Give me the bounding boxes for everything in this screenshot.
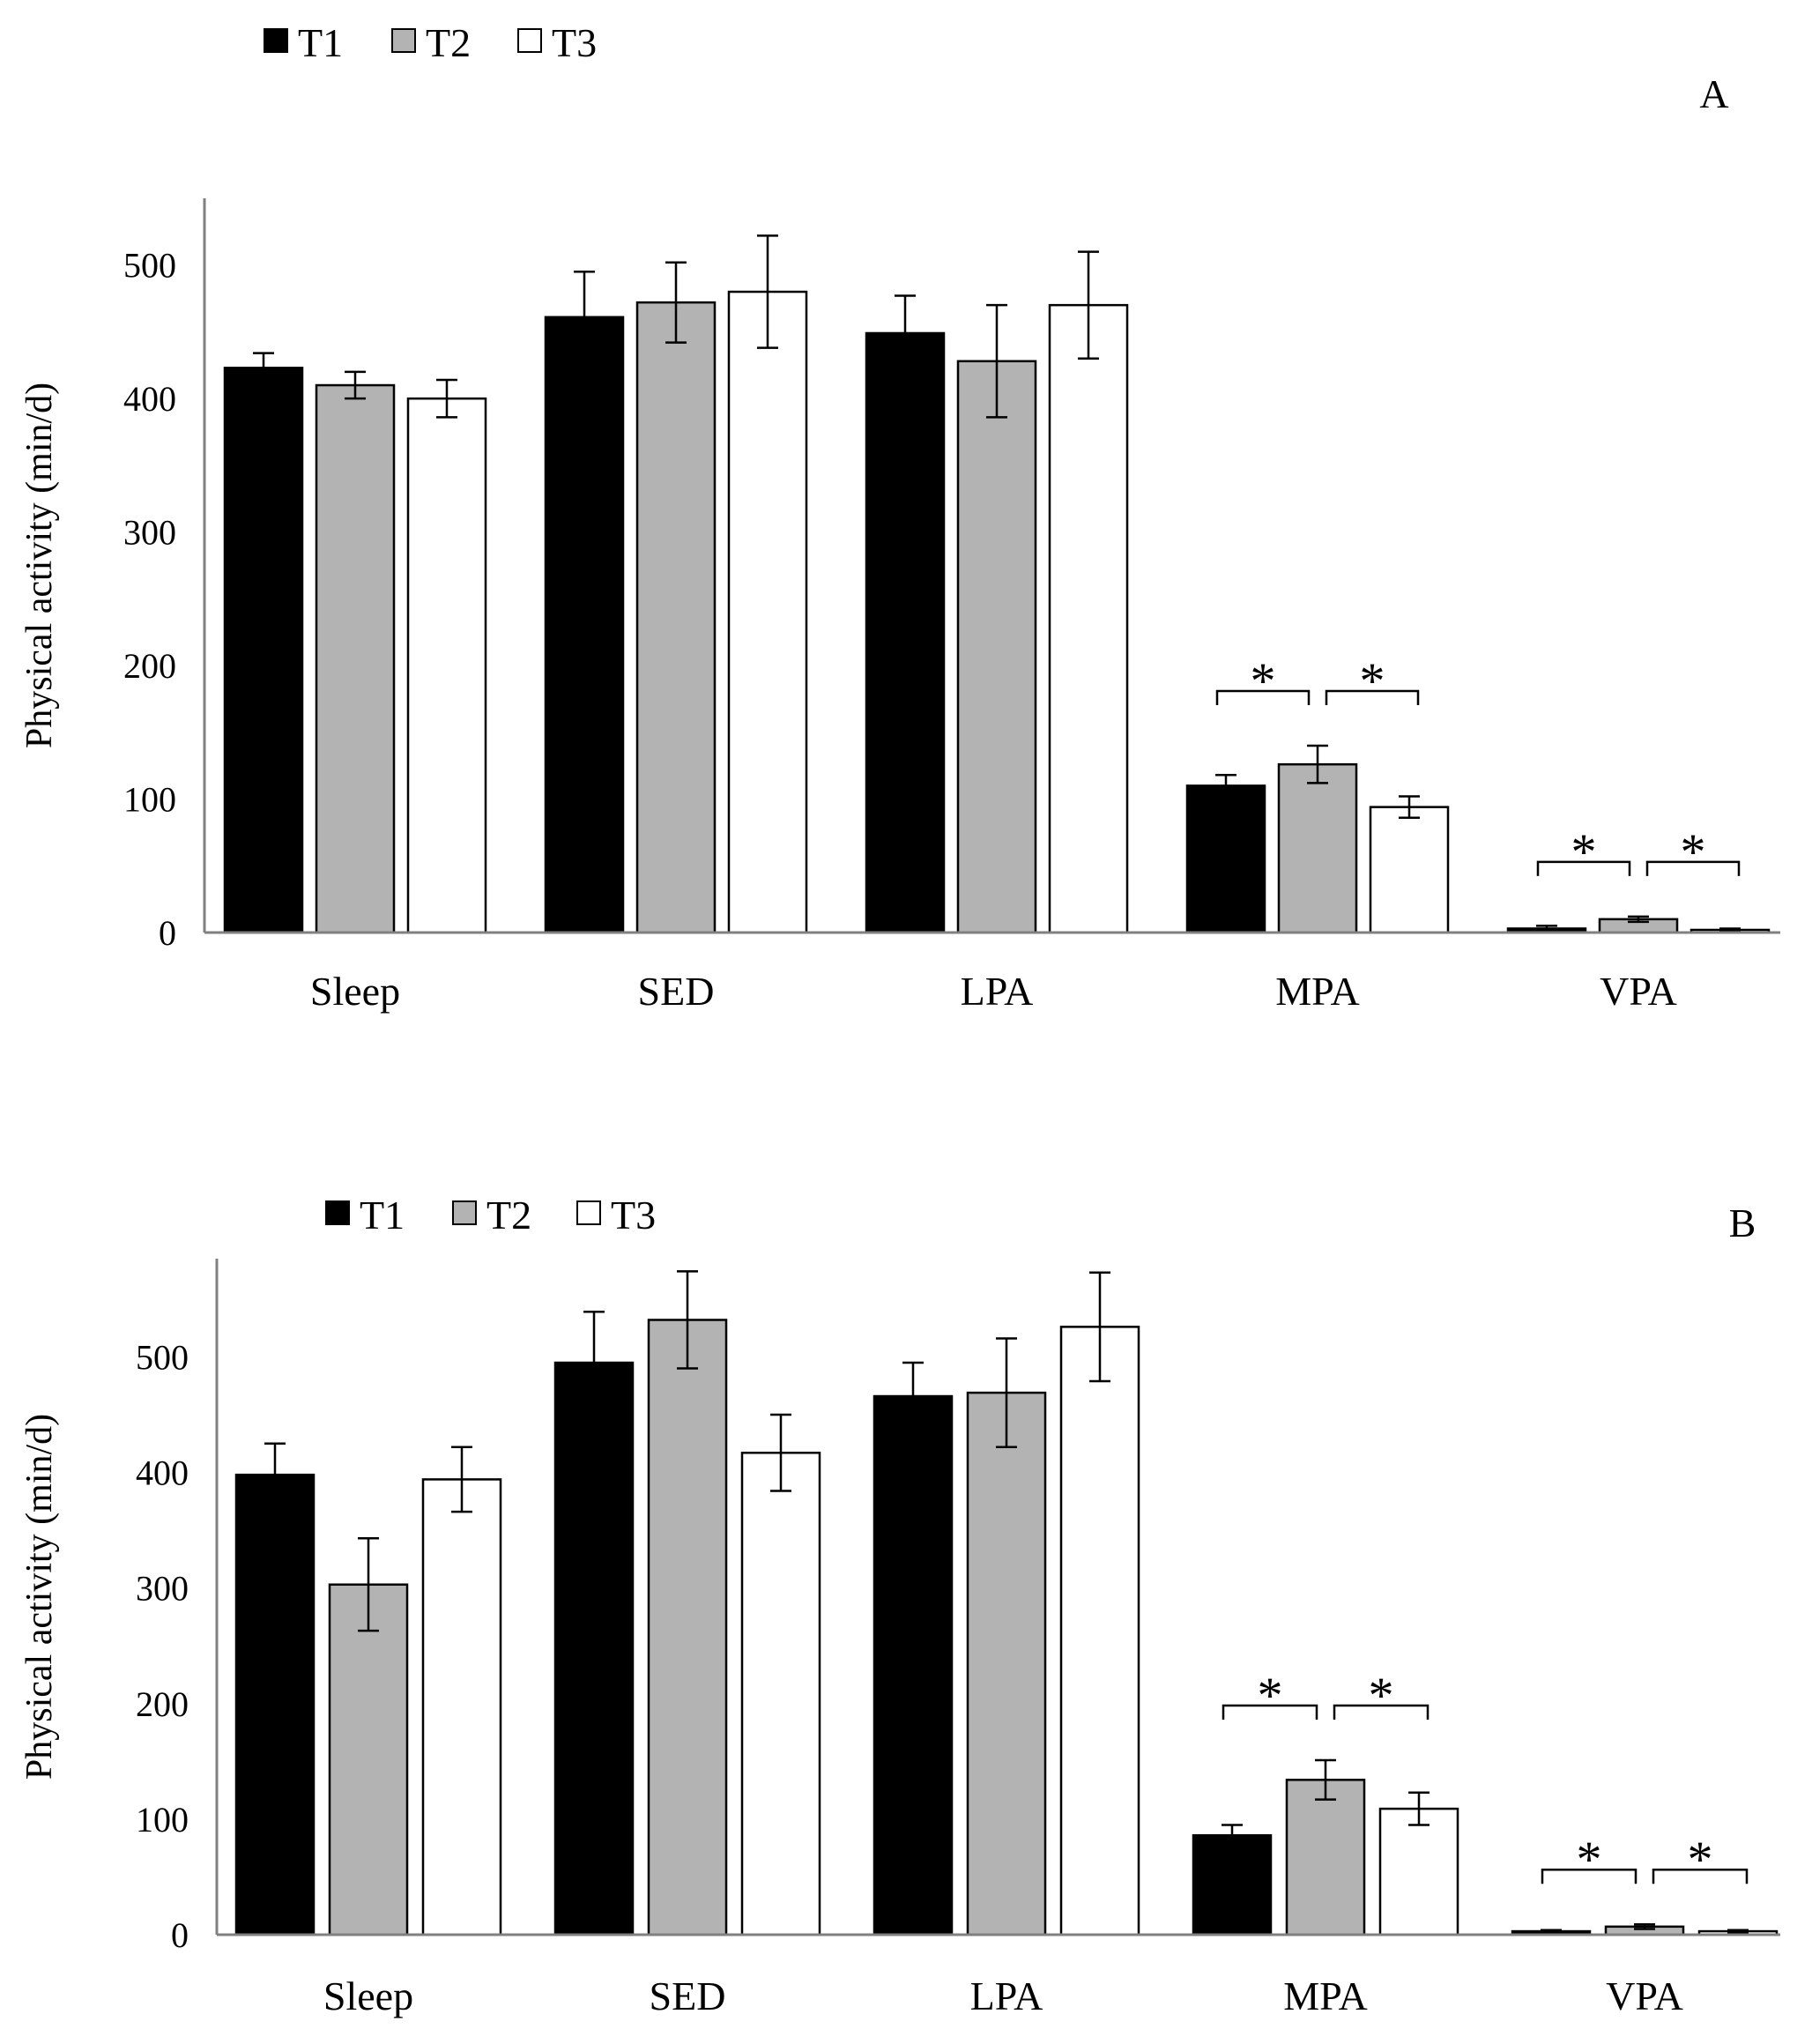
y-tick-label: 500 (123, 246, 176, 286)
significance-star: * (1577, 1831, 1602, 1888)
y-tick-label: 300 (123, 513, 176, 553)
bracket-line (1645, 860, 1741, 876)
bar-lpa-t1 (873, 1394, 954, 1936)
significance-bracket: * (1652, 1831, 1749, 1888)
legend-swatch-t2 (391, 28, 416, 53)
significance-star: * (1688, 1831, 1713, 1888)
significance-bracket: * (1541, 1831, 1637, 1888)
bracket-line (1222, 1704, 1318, 1721)
y-tick-label: 300 (136, 1569, 189, 1609)
significance-star: * (1251, 652, 1276, 710)
x-tick-label: VPA (1606, 1973, 1683, 2018)
bar-mpa-t1 (1185, 784, 1266, 934)
y-tick-label: 400 (136, 1453, 189, 1493)
x-tick-label: LPA (961, 969, 1034, 1014)
bar-sed-t1 (544, 316, 625, 934)
legend-swatch-t1 (264, 28, 288, 53)
significance-star: * (1681, 823, 1706, 881)
significance-bracket: * (1645, 823, 1741, 881)
panel-letter: B (1729, 1200, 1756, 1245)
legend-swatch-t1 (325, 1200, 350, 1225)
bar-sleep-t1 (234, 1473, 316, 1936)
x-tick-label: LPA (970, 1973, 1043, 2018)
x-tick-label: Sleep (310, 969, 400, 1014)
significance-bracket: * (1536, 823, 1631, 881)
legend-label-t2: T2 (486, 1193, 531, 1238)
bracket-line (1536, 860, 1631, 876)
bar-lpa-t3 (1048, 303, 1129, 934)
x-tick-label: VPA (1600, 969, 1677, 1014)
bar-sed-t3 (727, 290, 808, 934)
bar-sleep-t1 (223, 367, 304, 934)
bar-sleep-t2 (315, 383, 396, 934)
significance-bracket: * (1222, 1667, 1318, 1724)
bracket-line (1333, 1704, 1430, 1721)
legend-label-t1: T1 (360, 1193, 405, 1238)
legend-swatch-t2 (452, 1200, 477, 1225)
bar-sed-t3 (740, 1452, 821, 1936)
panel-letter: A (1699, 71, 1728, 116)
bar-lpa-t3 (1059, 1326, 1140, 1936)
bar-mpa-t3 (1369, 806, 1450, 934)
x-tick-label: SED (638, 969, 715, 1014)
bar-lpa-t2 (956, 360, 1037, 934)
legend-label-t3: T3 (611, 1193, 656, 1238)
bracket-line (1541, 1868, 1637, 1884)
legend-label-t2: T2 (426, 20, 471, 65)
panel-a: T1 T2 T3 A Physical activity (min/d) 0 100 200 3… (19, 20, 1780, 1014)
y-axis-label: Physical activity (min/d) (19, 383, 60, 748)
y-tick-label: 400 (123, 379, 176, 419)
legend-label-t3: T3 (552, 20, 597, 65)
bar-sed-t2 (647, 1319, 728, 1936)
bracket-line (1652, 1868, 1749, 1884)
bar-mpa-t1 (1192, 1833, 1273, 1936)
y-axis-label: Physical activity (min/d) (19, 1414, 60, 1780)
y-tick-label: 100 (123, 780, 176, 820)
bar-mpa-t3 (1378, 1807, 1459, 1936)
x-tick-label: MPA (1283, 1973, 1367, 2018)
y-tick-label: 0 (159, 913, 176, 953)
legend-label-t1: T1 (298, 20, 343, 65)
bracket-line (1215, 689, 1311, 705)
y-tick-label: 500 (136, 1337, 189, 1377)
significance-star: * (1571, 823, 1597, 881)
bar-sed-t1 (553, 1361, 635, 1936)
bar-sleep-t3 (406, 397, 487, 934)
y-tick-label: 0 (171, 1915, 189, 1955)
legend-swatch-t3 (576, 1200, 601, 1225)
significance-bracket: * (1325, 652, 1420, 710)
x-tick-label: Sleep (323, 1973, 413, 2018)
bracket-line (1325, 689, 1420, 705)
significance-star: * (1360, 652, 1385, 710)
bar-sleep-t2 (328, 1583, 409, 1936)
bar-lpa-t2 (966, 1391, 1047, 1936)
y-tick-label: 200 (123, 646, 176, 686)
significance-star: * (1369, 1667, 1394, 1724)
significance-star: * (1258, 1667, 1283, 1724)
significance-bracket: * (1333, 1667, 1430, 1724)
bar-sleep-t3 (421, 1478, 502, 1936)
panel-b: T1 T2 T3 B Physical activity (min/d) 0 100 200 3… (19, 1193, 1780, 2018)
x-tick-label: SED (650, 1973, 726, 2018)
x-tick-label: MPA (1275, 969, 1359, 1014)
y-tick-label: 100 (136, 1800, 189, 1840)
significance-bracket: * (1215, 652, 1311, 710)
bar-sed-t2 (635, 301, 717, 934)
y-tick-label: 200 (136, 1684, 189, 1724)
bar-lpa-t1 (865, 331, 946, 934)
bar-mpa-t2 (1277, 762, 1358, 934)
bar-mpa-t2 (1285, 1779, 1366, 1936)
legend-swatch-t3 (517, 28, 542, 53)
